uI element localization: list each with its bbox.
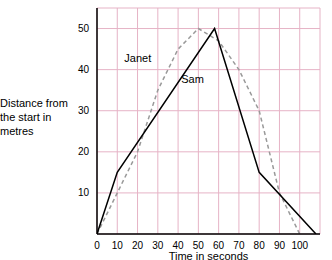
svg-text:20: 20 xyxy=(78,146,90,157)
svg-text:30: 30 xyxy=(152,240,164,251)
html-text:Distance from the start in met: Distance from the start in metres xyxy=(0,97,68,137)
svg-text:20: 20 xyxy=(132,240,144,251)
svg-text:40: 40 xyxy=(78,64,90,75)
svg-text:30: 30 xyxy=(78,105,90,116)
svg-text:50: 50 xyxy=(192,240,204,252)
svg-text:50: 50 xyxy=(78,23,90,34)
svg-text:0: 0 xyxy=(94,240,100,251)
svg-text:80: 80 xyxy=(254,240,266,251)
svg-text:40: 40 xyxy=(172,240,184,252)
svg-text:Janet: Janet xyxy=(124,52,151,64)
svg-text:Time in seconds: Time in seconds xyxy=(169,250,249,260)
svg-text:100: 100 xyxy=(291,240,308,251)
svg-text:Sam: Sam xyxy=(181,73,204,85)
svg-text:10: 10 xyxy=(78,187,90,198)
svg-text:10: 10 xyxy=(112,240,124,251)
svg-text:60: 60 xyxy=(213,240,225,252)
svg-text:90: 90 xyxy=(274,240,286,251)
svg-text:70: 70 xyxy=(233,240,245,252)
